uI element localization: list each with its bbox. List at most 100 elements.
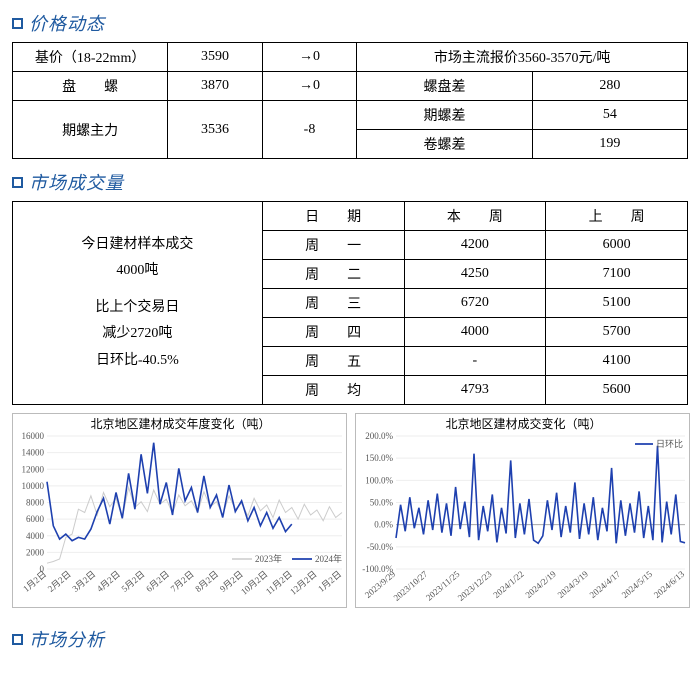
summary-line: 今日建材样本成交	[19, 232, 256, 259]
svg-text:2024年: 2024年	[315, 553, 342, 564]
svg-text:10000: 10000	[22, 481, 45, 491]
cell: 4000	[404, 318, 546, 347]
cell: 周 一	[262, 231, 404, 260]
chart-annual: 02000400060008000100001200014000160001月2…	[12, 413, 347, 608]
cell: 期螺主力	[13, 101, 168, 159]
section-title: 市场分析	[29, 626, 105, 652]
cell: 日 期	[262, 202, 404, 231]
cell: 6720	[404, 289, 546, 318]
cell: 4100	[546, 347, 688, 376]
svg-text:2024/4/17: 2024/4/17	[588, 569, 623, 600]
cell: 4250	[404, 260, 546, 289]
cell: 54	[532, 101, 687, 130]
cell: 基价（18-22mm）	[13, 43, 168, 72]
cell: 周 均	[262, 376, 404, 405]
svg-text:8000: 8000	[26, 498, 45, 508]
section-header-price: 价格动态	[12, 10, 688, 36]
svg-text:1月2日: 1月2日	[316, 569, 343, 594]
square-bullet-icon	[12, 177, 23, 188]
cell: 3536	[168, 101, 263, 159]
svg-text:5月2日: 5月2日	[119, 569, 146, 594]
svg-text:日环比: 日环比	[656, 438, 683, 449]
cell: 市场主流报价3560-3570元/吨	[357, 43, 688, 72]
svg-text:4000: 4000	[26, 531, 45, 541]
cell: 4200	[404, 231, 546, 260]
svg-text:6月2日: 6月2日	[144, 569, 171, 594]
cell: 199	[532, 130, 687, 159]
svg-text:2000: 2000	[26, 547, 45, 557]
svg-text:2023/11/25: 2023/11/25	[424, 569, 462, 603]
square-bullet-icon	[12, 634, 23, 645]
cell: 3870	[168, 72, 263, 101]
svg-text:4月2日: 4月2日	[95, 569, 122, 594]
charts-row: 02000400060008000100001200014000160001月2…	[12, 413, 688, 608]
square-bullet-icon	[12, 18, 23, 29]
cell: 周 五	[262, 347, 404, 376]
cell: 280	[532, 72, 687, 101]
table-row: 盘 螺 3870 →0 螺盘差 280	[13, 72, 688, 101]
cell: 3590	[168, 43, 263, 72]
price-table: 基价（18-22mm） 3590 →0 市场主流报价3560-3570元/吨 盘…	[12, 42, 688, 159]
cell: 上 周	[546, 202, 688, 231]
svg-text:100.0%: 100.0%	[365, 475, 393, 485]
table-row: 今日建材样本成交 4000吨 比上个交易日 减少2720吨 日环比-40.5% …	[13, 202, 688, 231]
svg-text:200.0%: 200.0%	[365, 431, 393, 441]
cell: 周 四	[262, 318, 404, 347]
volume-table: 今日建材样本成交 4000吨 比上个交易日 减少2720吨 日环比-40.5% …	[12, 201, 688, 405]
svg-text:14000: 14000	[22, 448, 45, 458]
cell: 5100	[546, 289, 688, 318]
chart-change: -100.0%-50.0%0.0%50.0%100.0%150.0%200.0%…	[355, 413, 690, 608]
svg-text:2024/3/19: 2024/3/19	[556, 569, 591, 600]
table-row: 基价（18-22mm） 3590 →0 市场主流报价3560-3570元/吨	[13, 43, 688, 72]
cell: 5600	[546, 376, 688, 405]
svg-text:1月2日: 1月2日	[21, 569, 48, 594]
svg-text:12000: 12000	[22, 464, 45, 474]
cell: 周 二	[262, 260, 404, 289]
cell: 盘 螺	[13, 72, 168, 101]
svg-text:7月2日: 7月2日	[169, 569, 196, 594]
svg-text:6000: 6000	[26, 514, 45, 524]
cell: 螺盘差	[357, 72, 533, 101]
svg-text:50.0%: 50.0%	[370, 498, 394, 508]
cell: 7100	[546, 260, 688, 289]
summary-line: 比上个交易日	[19, 295, 256, 322]
cell: 6000	[546, 231, 688, 260]
section-title: 市场成交量	[29, 169, 124, 195]
svg-text:2023/10/27: 2023/10/27	[392, 569, 430, 603]
svg-text:2024/5/15: 2024/5/15	[620, 569, 655, 600]
svg-text:2023/12/23: 2023/12/23	[456, 569, 494, 603]
summary-line: 4000吨	[19, 258, 256, 285]
cell: -8	[262, 101, 357, 159]
svg-text:8月2日: 8月2日	[193, 569, 220, 594]
svg-text:16000: 16000	[22, 431, 45, 441]
svg-text:2月2日: 2月2日	[46, 569, 73, 594]
section-header-volume: 市场成交量	[12, 169, 688, 195]
cell: 本 周	[404, 202, 546, 231]
section-title: 价格动态	[29, 10, 105, 36]
svg-text:2024/6/13: 2024/6/13	[652, 569, 687, 600]
svg-text:2024/2/19: 2024/2/19	[523, 569, 558, 600]
volume-summary-cell: 今日建材样本成交 4000吨 比上个交易日 减少2720吨 日环比-40.5%	[13, 202, 263, 405]
svg-text:北京地区建材成交年度变化（吨）: 北京地区建材成交年度变化（吨）	[90, 416, 270, 431]
svg-text:3月2日: 3月2日	[70, 569, 97, 594]
cell: 4793	[404, 376, 546, 405]
cell: →0	[262, 43, 357, 72]
svg-text:12月2日: 12月2日	[288, 569, 319, 597]
svg-text:2023年: 2023年	[255, 553, 282, 564]
cell: 5700	[546, 318, 688, 347]
cell: 期螺差	[357, 101, 533, 130]
table-row: 期螺主力 3536 -8 期螺差 54	[13, 101, 688, 130]
svg-text:0.0%: 0.0%	[374, 520, 393, 530]
svg-text:11月2日: 11月2日	[264, 569, 294, 597]
svg-text:150.0%: 150.0%	[365, 453, 393, 463]
summary-line: 日环比-40.5%	[19, 348, 256, 375]
cell: -	[404, 347, 546, 376]
cell: 卷螺差	[357, 130, 533, 159]
section-header-analysis: 市场分析	[12, 626, 688, 652]
svg-text:-50.0%: -50.0%	[367, 542, 394, 552]
svg-text:10月2日: 10月2日	[239, 569, 270, 597]
svg-text:2024/1/22: 2024/1/22	[491, 569, 525, 600]
summary-line: 减少2720吨	[19, 321, 256, 348]
cell: →0	[262, 72, 357, 101]
cell: 周 三	[262, 289, 404, 318]
